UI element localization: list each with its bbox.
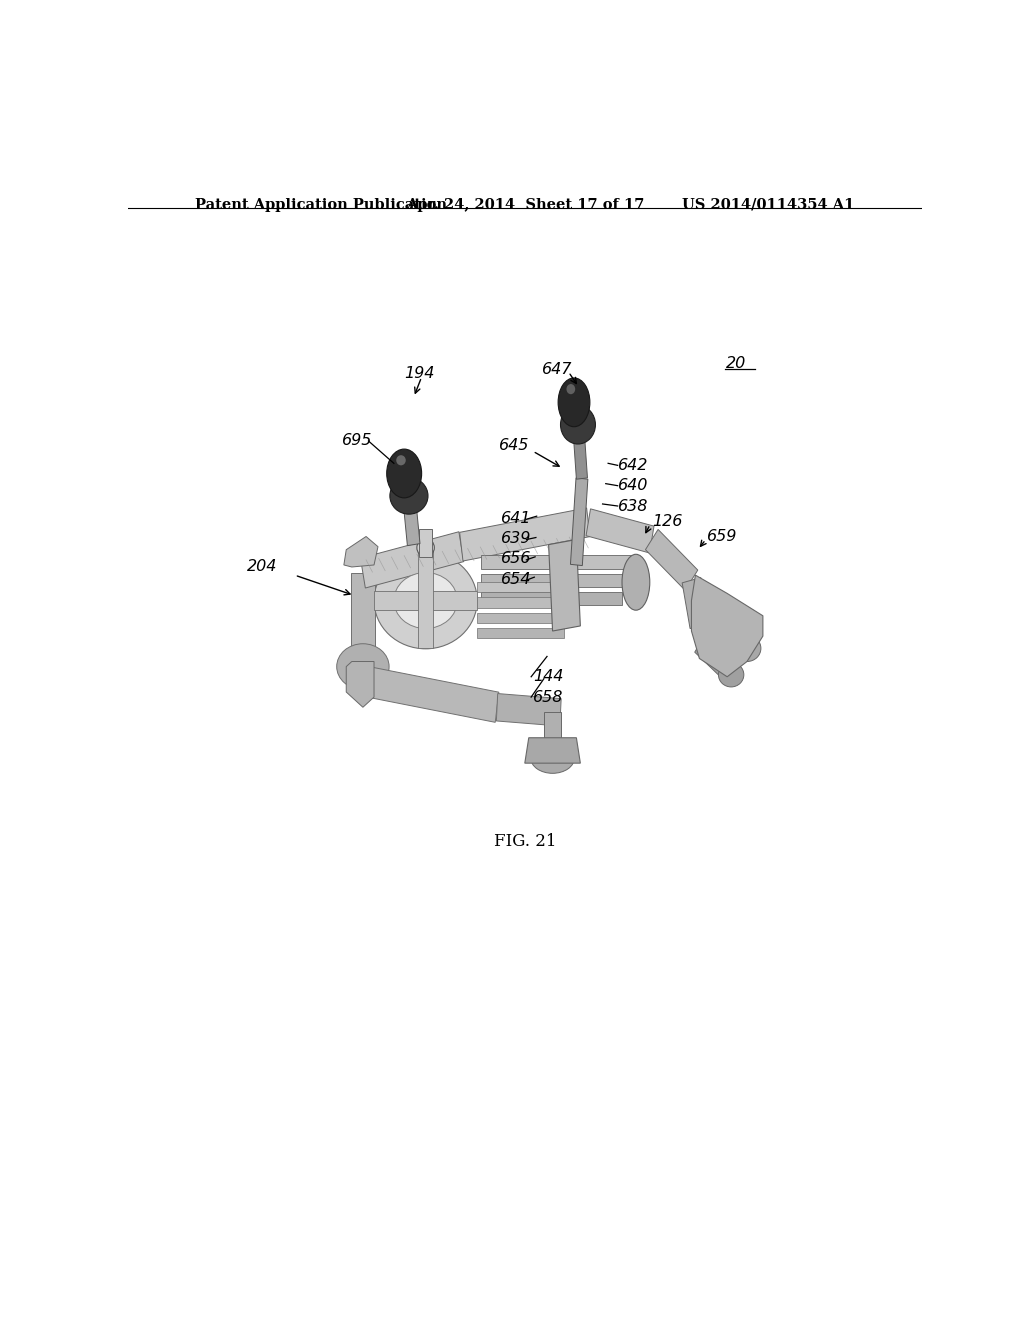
Text: 638: 638 — [618, 499, 649, 513]
Polygon shape — [403, 503, 420, 545]
Ellipse shape — [337, 644, 389, 689]
Ellipse shape — [394, 573, 458, 628]
Ellipse shape — [396, 455, 406, 466]
Text: 204: 204 — [247, 560, 278, 574]
Polygon shape — [374, 591, 477, 610]
Polygon shape — [524, 738, 581, 763]
Ellipse shape — [728, 607, 758, 635]
Text: 695: 695 — [342, 433, 373, 449]
Polygon shape — [544, 713, 561, 752]
Text: 194: 194 — [404, 367, 434, 381]
Polygon shape — [573, 432, 588, 479]
Polygon shape — [481, 556, 632, 569]
Text: 656: 656 — [501, 552, 531, 566]
Polygon shape — [645, 529, 697, 590]
Ellipse shape — [719, 663, 743, 686]
Polygon shape — [549, 540, 581, 631]
Text: 641: 641 — [501, 511, 531, 525]
Polygon shape — [346, 661, 374, 708]
Polygon shape — [419, 549, 433, 648]
Text: Apr. 24, 2014  Sheet 17 of 17: Apr. 24, 2014 Sheet 17 of 17 — [406, 198, 644, 211]
Text: 654: 654 — [501, 572, 531, 586]
Ellipse shape — [560, 405, 595, 444]
Ellipse shape — [390, 478, 428, 515]
Ellipse shape — [558, 378, 590, 426]
Ellipse shape — [530, 743, 574, 774]
Polygon shape — [361, 665, 499, 722]
Text: 645: 645 — [500, 437, 529, 453]
Text: 126: 126 — [652, 513, 682, 529]
Polygon shape — [570, 478, 588, 565]
Polygon shape — [460, 508, 590, 561]
Ellipse shape — [622, 554, 650, 610]
Text: FIG. 21: FIG. 21 — [494, 833, 556, 850]
Text: 144: 144 — [532, 669, 563, 684]
Polygon shape — [694, 636, 736, 682]
Text: 20: 20 — [726, 356, 745, 371]
Polygon shape — [586, 508, 654, 553]
Polygon shape — [497, 693, 561, 726]
Polygon shape — [682, 578, 709, 628]
Polygon shape — [695, 609, 751, 657]
Ellipse shape — [566, 384, 575, 395]
Polygon shape — [419, 529, 432, 557]
Text: 658: 658 — [532, 689, 563, 705]
Text: 642: 642 — [618, 458, 649, 473]
Text: 639: 639 — [501, 531, 531, 546]
Polygon shape — [344, 536, 378, 568]
Text: 647: 647 — [543, 362, 572, 378]
Polygon shape — [481, 574, 628, 587]
Polygon shape — [360, 532, 464, 587]
Text: US 2014/0114354 A1: US 2014/0114354 A1 — [682, 198, 854, 211]
Polygon shape — [691, 576, 763, 677]
Polygon shape — [477, 628, 564, 638]
Ellipse shape — [733, 635, 761, 661]
Ellipse shape — [387, 449, 422, 498]
Polygon shape — [477, 582, 564, 593]
Text: 640: 640 — [618, 478, 649, 494]
Polygon shape — [481, 593, 622, 605]
Text: 659: 659 — [708, 529, 737, 544]
Polygon shape — [695, 581, 748, 631]
Ellipse shape — [417, 539, 434, 557]
Ellipse shape — [374, 552, 477, 649]
Text: Patent Application Publication: Patent Application Publication — [196, 198, 447, 211]
Polygon shape — [477, 598, 564, 607]
Polygon shape — [477, 612, 564, 623]
Polygon shape — [351, 573, 375, 667]
